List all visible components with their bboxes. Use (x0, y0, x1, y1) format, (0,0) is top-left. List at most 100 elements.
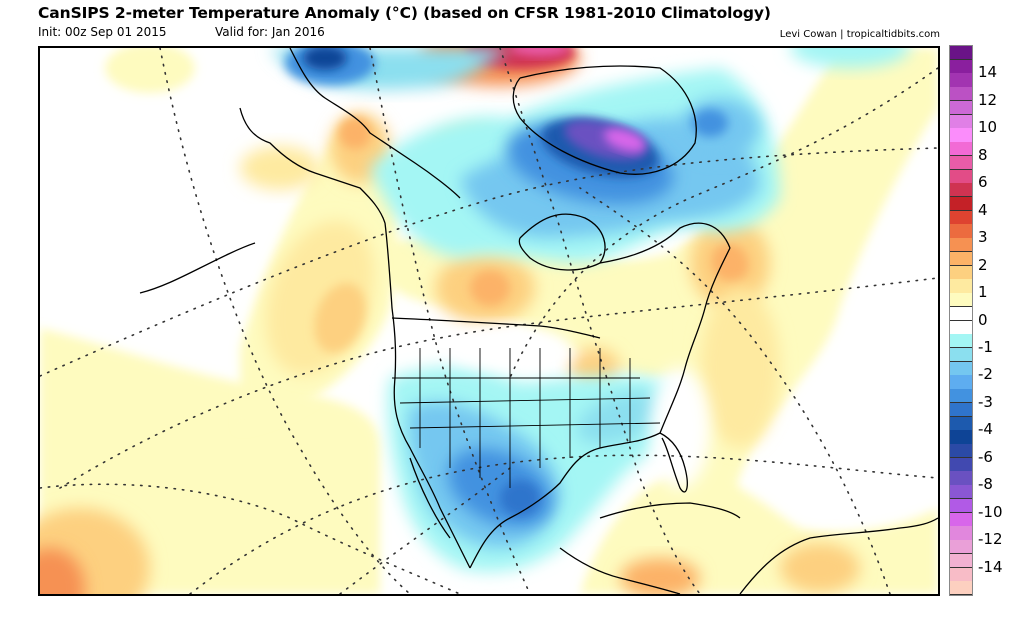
colorbar (949, 45, 973, 596)
colorbar-swatch (950, 430, 972, 445)
coastline-path (659, 432, 688, 493)
colorbar-swatch (950, 210, 972, 225)
greenland-cold-core (603, 128, 647, 152)
graticule-line (579, 187, 891, 594)
colorbar-swatch (950, 334, 972, 349)
colorbar-swatch (950, 238, 972, 253)
coastlines (139, 48, 938, 594)
anomaly-map (40, 48, 938, 594)
graticule-line (40, 147, 938, 377)
alaska-warm-core (339, 117, 371, 149)
colorbar-swatch (950, 73, 972, 88)
ne-cold-field (790, 48, 910, 68)
atlantic-warm-core (700, 288, 780, 448)
colorbar-swatch (950, 251, 972, 267)
colorbar-swatch (950, 183, 972, 198)
init-time: Init: 00z Sep 01 2015 (38, 25, 167, 39)
colorbar-tick-label: -12 (978, 530, 1003, 549)
colorbar-swatch (950, 293, 972, 308)
newfoundland-warm-core (711, 243, 749, 283)
colorbar-swatch (950, 567, 972, 582)
colorbar-swatch (950, 526, 972, 541)
coastline-path (599, 222, 731, 264)
colorbar-swatch (950, 155, 972, 171)
colorbar-swatch (950, 46, 972, 61)
beaufort-cold-core (303, 48, 347, 70)
coastline-path (384, 222, 471, 569)
graticule-line (339, 467, 511, 594)
colorbar-tick-label: -14 (978, 557, 1003, 576)
chart-title: CanSIPS 2-meter Temperature Anomaly (°C)… (38, 4, 771, 22)
colorbar-swatch (950, 347, 972, 363)
pacific-warm-core (314, 283, 366, 353)
colorbar-swatch (950, 142, 972, 157)
colorbar-tick-label: -4 (978, 420, 993, 439)
coastline-path (289, 48, 461, 199)
colorbar-tick-label: -3 (978, 392, 993, 411)
colorbar-swatch (950, 471, 972, 486)
graticule-line (509, 67, 938, 379)
colorbar-tick-label: 2 (978, 255, 988, 274)
graticule-line (499, 48, 701, 594)
map-panel[interactable] (38, 46, 940, 596)
colorbar-swatch (950, 306, 972, 321)
colorbar-swatch (950, 416, 972, 431)
coastline-path (239, 107, 386, 224)
southeast-cold-core (577, 392, 663, 444)
colorbar-swatch (950, 320, 972, 335)
colorbar-swatch (950, 87, 972, 102)
colorbar-swatch (950, 512, 972, 527)
state-border (409, 422, 661, 429)
coastline-path (139, 242, 256, 294)
colorbar-tick-label: -2 (978, 365, 993, 384)
sw-corner-warm (40, 548, 85, 594)
colorbar-swatch (950, 444, 972, 459)
colorbar-swatch (950, 59, 972, 74)
colorbar-swatch (950, 224, 972, 239)
arctic-hot-core (510, 48, 570, 56)
prairies-warm-core (470, 270, 510, 306)
coastline-path (739, 517, 938, 594)
mexico-cold-core (500, 480, 540, 516)
colorbar-swatch (950, 279, 972, 294)
colorbar-tick-label: 8 (978, 145, 988, 164)
coastline-path (599, 502, 741, 519)
south-america-warm (780, 543, 860, 593)
coastline-path (559, 547, 681, 594)
coastline-path (659, 247, 731, 434)
colorbar-swatch (950, 169, 972, 184)
colorbar-tick-label: 1 (978, 283, 988, 302)
colorbar-swatch (950, 100, 972, 116)
graticule-lines (40, 48, 938, 594)
colorbar-swatch (950, 402, 972, 418)
colorbar-swatch (950, 553, 972, 569)
coastline-path (512, 65, 697, 175)
coastline-path (391, 317, 601, 339)
colorbar-swatch (950, 128, 972, 143)
colorbar-tick-label: -6 (978, 447, 993, 466)
valid-time: Valid for: Jan 2016 (215, 25, 325, 39)
colorbar-swatch (950, 196, 972, 212)
gulf-alaska-warm-core (240, 146, 320, 190)
anomaly-shading (40, 48, 938, 594)
iceland-cold-core (692, 109, 728, 137)
colorbar-tick-label: -10 (978, 502, 1003, 521)
north-pacific-warm-field (105, 48, 195, 93)
coastline-path (469, 432, 661, 569)
colorbar-swatch (950, 265, 972, 280)
colorbar-tick-label: 10 (978, 118, 998, 137)
colorbar-tick-label: 14 (978, 63, 998, 82)
colorbar-swatch (950, 540, 972, 555)
colorbar-tick-label: 0 (978, 310, 988, 329)
colorbar-swatch (950, 375, 972, 390)
state-border (399, 397, 651, 404)
colorbar-swatch (950, 361, 972, 376)
near-normal-area (650, 368, 710, 488)
colorbar-tick-label: 12 (978, 90, 998, 109)
colorbar-tick-label: 6 (978, 173, 988, 192)
colorbar-swatch (950, 485, 972, 500)
colorbar-swatch (950, 457, 972, 472)
central-america-warm (620, 558, 700, 594)
colorbar-tick-label: 4 (978, 200, 988, 219)
coastline-path (409, 457, 451, 539)
